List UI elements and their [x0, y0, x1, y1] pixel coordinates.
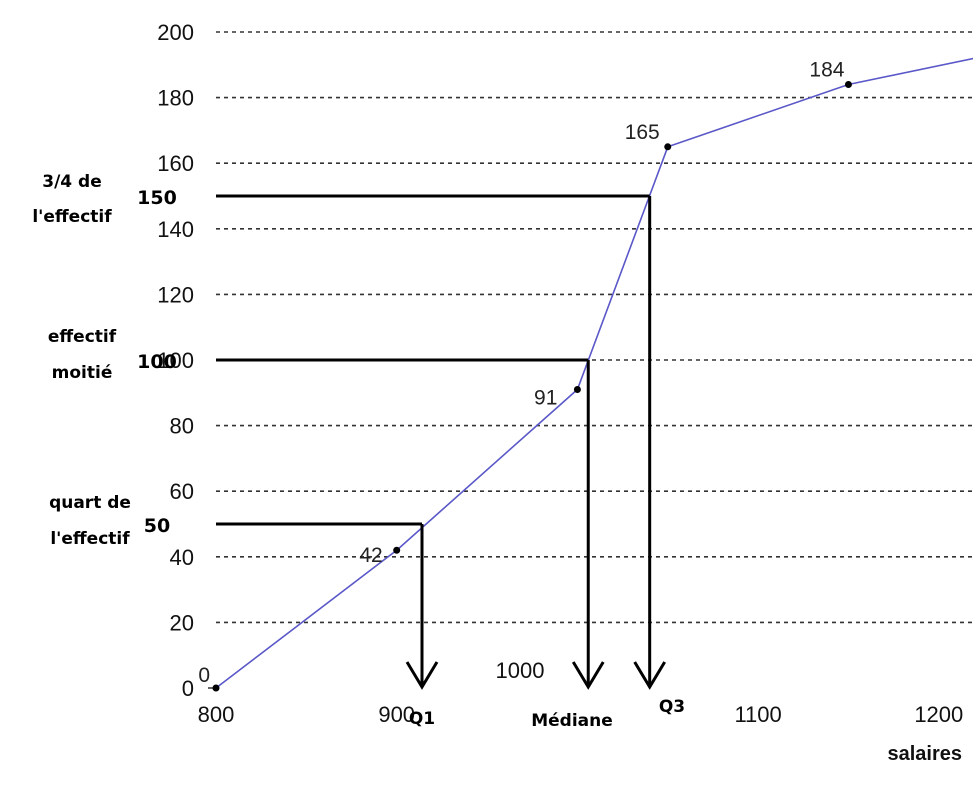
y-tick-label: 200 [157, 20, 194, 45]
arrow-label: Q3 [659, 697, 685, 717]
y-tick-label: 180 [157, 86, 194, 111]
y-tick-label: 100 [157, 348, 194, 373]
y-tick-label: 0 [182, 676, 194, 701]
y-tick-label: 160 [157, 151, 194, 176]
x-axis-title: salaires [887, 743, 962, 765]
annotations: 50 quart de l'effectif Q1 100 effectif moitié M… [32, 172, 685, 731]
level-value-label: 100 [137, 351, 177, 373]
data-point-label: 0 [198, 664, 210, 687]
y-tick-label: 60 [170, 479, 194, 504]
y-tick-label: 40 [170, 545, 194, 570]
x-tick-label: 1200 [914, 702, 963, 727]
y-tick-label: 80 [170, 414, 194, 439]
data-point [844, 80, 852, 88]
data-point-label: 165 [625, 121, 660, 144]
arrow-head [405, 661, 439, 690]
arrow-head [571, 661, 605, 690]
y-tick-label: 20 [170, 610, 194, 635]
y-tick-labels: 0 20 40 60 80 100 120 140 160 180 200 [157, 20, 194, 701]
arrow-label: Q1 [409, 709, 435, 729]
data-point [393, 546, 401, 554]
data-point-label: 91 [534, 387, 557, 410]
point-labels: 0 42 91 165 184 [198, 58, 844, 687]
extra-label: 1000 [496, 658, 545, 683]
y-tick-label: 120 [157, 282, 194, 307]
grid-lines [208, 31, 973, 689]
level-caption: 3/4 de [42, 172, 101, 192]
x-tick-label: 900 [378, 702, 415, 727]
level-caption: quart de [49, 493, 131, 513]
level-value-label: 150 [137, 187, 177, 209]
data-point-label: 184 [809, 58, 844, 81]
level-caption: l'effectif [50, 529, 130, 549]
level-caption: effectif [48, 327, 117, 347]
x-tick-label: 1100 [734, 702, 781, 727]
y-tick-label: 140 [157, 217, 194, 242]
level-caption: moitié [52, 363, 113, 383]
data-point [212, 684, 220, 692]
data-point [573, 386, 581, 394]
level-value-label: 50 [144, 515, 170, 537]
data-point-label: 42 [359, 544, 382, 567]
x-tick-label: 800 [198, 702, 235, 727]
data-point [664, 143, 672, 151]
x-tick-labels: 800 900 1100 1200 [198, 702, 964, 727]
series [212, 57, 973, 692]
level-caption: l'effectif [32, 207, 112, 227]
arrow-label: Médiane [531, 711, 613, 731]
arrow-head [633, 661, 666, 690]
series-line [215, 57, 973, 689]
